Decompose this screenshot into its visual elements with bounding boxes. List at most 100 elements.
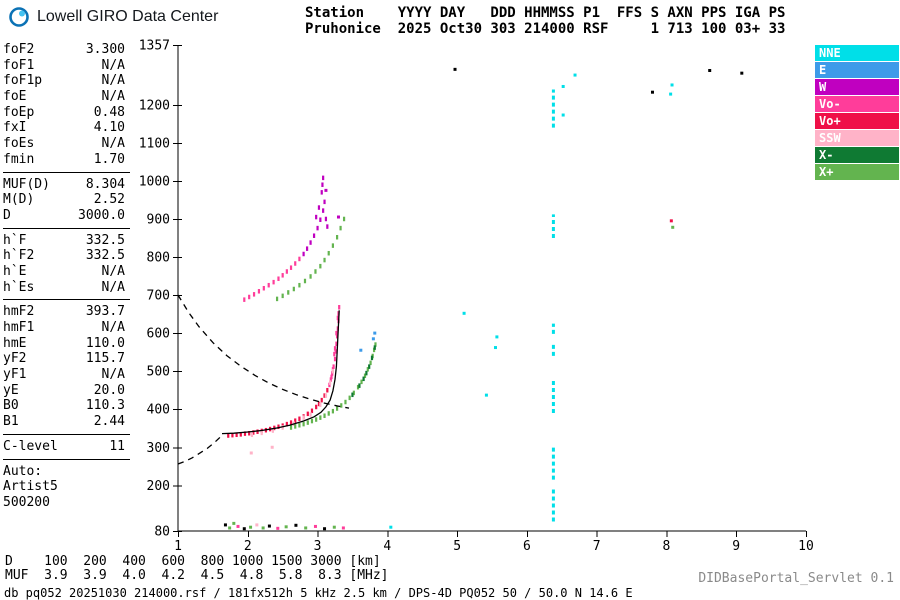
d-row: D 100 200 400 600 800 1000 1500 3000 [km… bbox=[5, 554, 381, 569]
x-tick-label: 7 bbox=[593, 539, 601, 554]
panel-separator bbox=[3, 299, 130, 301]
param-row-fof1: foF1 N/A bbox=[3, 58, 125, 74]
param-row-hmf1: hmF1 N/A bbox=[3, 320, 125, 336]
curve-profile-extrapolation bbox=[177, 433, 224, 465]
param-value: 110.3 bbox=[85, 398, 125, 414]
param-value: 2.44 bbox=[93, 414, 125, 430]
param-label: foEs bbox=[3, 136, 35, 152]
param-label: D bbox=[3, 207, 11, 223]
muf-row: MUF 3.9 3.9 4.0 4.2 4.5 4.8 5.8 8.3 [MHz… bbox=[5, 568, 389, 583]
param-label: h`F2 bbox=[3, 248, 35, 264]
speckle bbox=[650, 90, 654, 94]
station-header: Station YYYY DAY DDD HHMMSS P1 FFS S AXN… bbox=[305, 5, 785, 37]
giro-logo-icon bbox=[9, 7, 29, 27]
speckle bbox=[462, 311, 466, 315]
speckle bbox=[495, 335, 499, 339]
speckle bbox=[669, 219, 673, 223]
panel-text-artist5: Artist5 bbox=[3, 479, 58, 495]
panel-separator bbox=[3, 171, 130, 173]
param-row-fof2: foF2 3.300 bbox=[3, 42, 125, 58]
param-value: 3.300 bbox=[85, 42, 125, 57]
speckle bbox=[373, 331, 377, 335]
legend-item-nne: NNE bbox=[815, 45, 899, 61]
y-tick-label: 1200 bbox=[139, 98, 170, 113]
speckle bbox=[284, 525, 288, 529]
status-line: db pq052 20251030 214000.rsf / 181fx512h… bbox=[4, 586, 633, 600]
param-row-hmf2: hmF2 393.7 bbox=[3, 304, 125, 320]
giro-logo-text: Lowell GIRO Data Center bbox=[37, 8, 219, 25]
param-row-yf2: yF2 115.7 bbox=[3, 351, 125, 367]
param-row-yf1: yF1 N/A bbox=[3, 367, 125, 383]
speckle bbox=[708, 68, 712, 72]
param-label: yF1 bbox=[3, 367, 27, 383]
curve-profile bbox=[221, 310, 340, 435]
speckle bbox=[561, 113, 565, 117]
param-label: yF2 bbox=[3, 351, 27, 367]
y-tick-label: 300 bbox=[147, 441, 170, 456]
speckle bbox=[493, 346, 497, 350]
param-value: 393.7 bbox=[85, 304, 125, 320]
param-row-d: D 3000.0 bbox=[3, 208, 125, 224]
x-tick-label: 5 bbox=[453, 539, 461, 554]
speckle bbox=[304, 526, 308, 530]
legend-item-w: W bbox=[815, 79, 899, 95]
y-tick-label: 500 bbox=[147, 365, 170, 380]
speckle bbox=[324, 188, 328, 192]
x-tick-label: 3 bbox=[314, 539, 322, 554]
param-row-hme: hmE 110.0 bbox=[3, 336, 125, 352]
trace-f-o-fuzz bbox=[250, 368, 335, 438]
speckle bbox=[276, 526, 280, 530]
trace-x-hop2 bbox=[275, 216, 346, 302]
x-tick-label: 4 bbox=[383, 539, 391, 554]
x-tick-label: 8 bbox=[663, 539, 671, 554]
speckle bbox=[228, 526, 232, 530]
param-label: h`F bbox=[3, 232, 27, 248]
param-value: N/A bbox=[101, 89, 125, 105]
param-value: 20.0 bbox=[93, 382, 125, 398]
param-value: 8.304 bbox=[85, 176, 125, 192]
param-row-foep: foEp 0.48 bbox=[3, 105, 125, 121]
y-tick-label: 400 bbox=[147, 403, 170, 418]
speckle bbox=[671, 225, 675, 229]
param-row-fof1p: foF1p N/A bbox=[3, 73, 125, 89]
scaled-parameters-panel: foF2 3.300 foF1 N/A foF1p N/A foE N/A foEp 0.48 fx… bbox=[3, 42, 130, 511]
speckle bbox=[359, 348, 363, 352]
param-label: hmF1 bbox=[3, 320, 35, 335]
speckle bbox=[484, 393, 488, 397]
trace-o-hop2 bbox=[243, 256, 301, 302]
param-label: h`Es bbox=[3, 279, 35, 295]
param-value: 332.5 bbox=[85, 248, 125, 264]
param-label: MUF(D) bbox=[3, 176, 50, 192]
param-value: 332.5 bbox=[85, 232, 125, 248]
giro-logo: Lowell GIRO Data Center bbox=[8, 6, 218, 28]
panel-separator bbox=[3, 433, 130, 435]
param-value: N/A bbox=[101, 279, 125, 295]
trace-f-o-hop1 bbox=[227, 387, 329, 438]
param-value: 11 bbox=[109, 438, 125, 454]
speckle bbox=[261, 526, 265, 530]
param-row-fxi: fxI 4.10 bbox=[3, 120, 125, 136]
param-label: B0 bbox=[3, 398, 19, 414]
legend-item-xminus: X- bbox=[815, 147, 899, 163]
param-label: C-level bbox=[3, 438, 58, 454]
y-tick-label: 1000 bbox=[139, 174, 170, 189]
param-value: 2.52 bbox=[93, 192, 125, 208]
x-tick-label: 10 bbox=[798, 539, 814, 554]
param-row-foe: foE N/A bbox=[3, 89, 125, 105]
speckle bbox=[341, 526, 345, 530]
x-tick-label: 6 bbox=[523, 539, 531, 554]
param-row-ye: yE 20.0 bbox=[3, 383, 125, 399]
param-value: N/A bbox=[101, 57, 125, 73]
param-label: B1 bbox=[3, 414, 19, 430]
param-value: N/A bbox=[101, 367, 125, 383]
x-tick-label: 1 bbox=[174, 539, 182, 554]
param-value: N/A bbox=[101, 320, 125, 335]
y-tick-label: 800 bbox=[147, 250, 170, 265]
speckle bbox=[323, 527, 327, 531]
speckle bbox=[232, 521, 236, 525]
speckle bbox=[371, 337, 375, 341]
param-label: hmE bbox=[3, 335, 27, 351]
speckle bbox=[236, 524, 240, 528]
legend-item-ssw: SSW bbox=[815, 130, 899, 146]
